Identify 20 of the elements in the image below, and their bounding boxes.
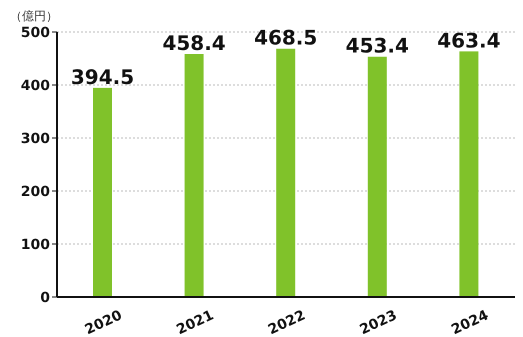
bar bbox=[93, 88, 112, 297]
x-tick-label: 2021 bbox=[174, 307, 216, 337]
x-tick-label: 2022 bbox=[266, 307, 308, 337]
x-tick-label: 2020 bbox=[82, 307, 125, 337]
bar bbox=[276, 48, 296, 297]
y-tick-label: 100 bbox=[20, 236, 50, 253]
data-label: 458.4 bbox=[162, 31, 226, 56]
bar bbox=[459, 51, 478, 297]
y-tick-label: 200 bbox=[20, 184, 50, 200]
y-tick-label: 400 bbox=[20, 78, 50, 94]
data-label: 468.5 bbox=[254, 26, 318, 50]
data-label: 394.5 bbox=[70, 64, 134, 89]
bar bbox=[368, 56, 387, 297]
y-tick-label: 300 bbox=[20, 130, 50, 147]
data-label: 453.4 bbox=[346, 34, 409, 58]
y-tick-label: 500 bbox=[20, 24, 50, 41]
y-tick-label: 0 bbox=[40, 290, 50, 306]
data-label: 463.4 bbox=[437, 28, 501, 52]
bar bbox=[184, 54, 204, 297]
y-axis-title: （億円） bbox=[10, 8, 58, 25]
